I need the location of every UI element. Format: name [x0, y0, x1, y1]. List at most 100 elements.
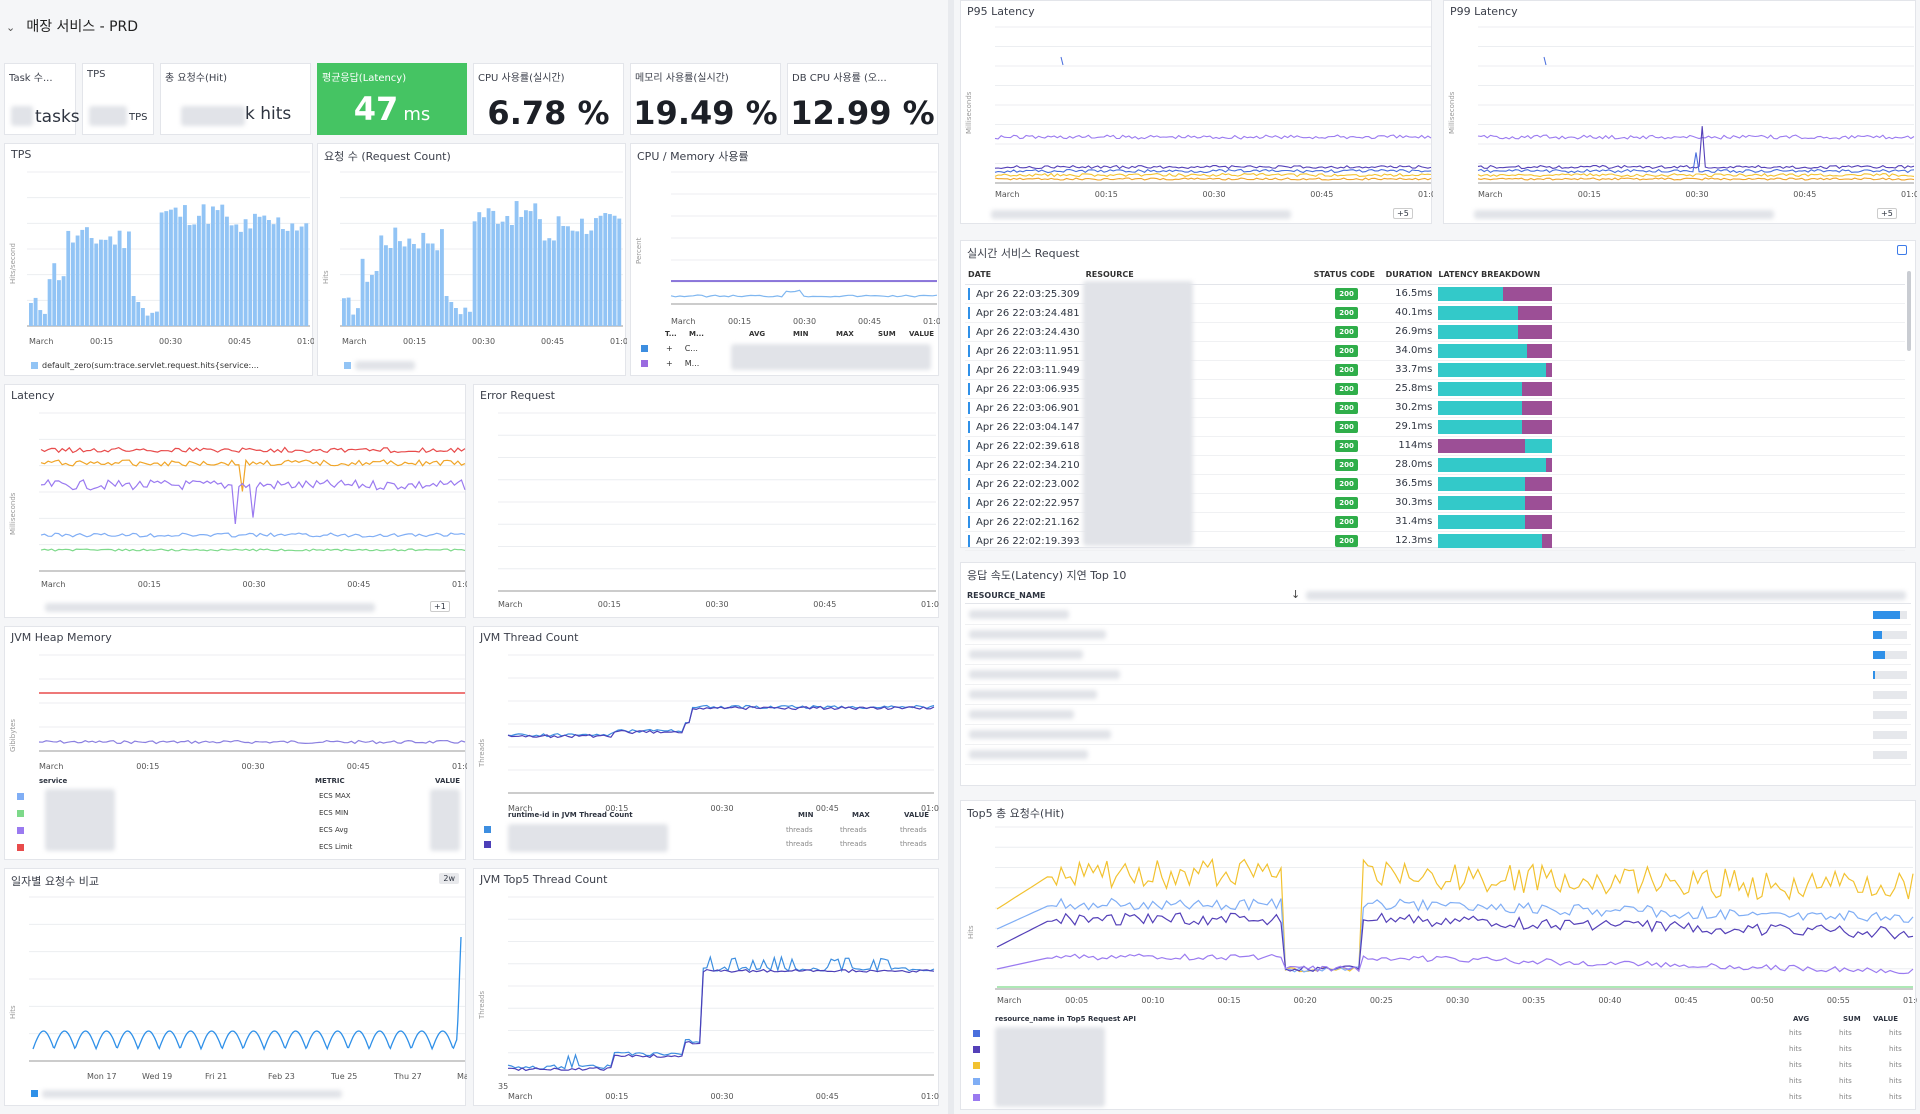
- panel-top5-hits[interactable]: Top5 총 요청수(Hit) Hits March 00:05 00:10 00:1…: [960, 800, 1917, 1110]
- qv-latency[interactable]: 평균응답(Latency) 47 ms: [317, 63, 467, 135]
- jvm-thread-chart[interactable]: Threads March 00:15 00:30 00:45 01:0: [474, 647, 940, 822]
- legend-row[interactable]: ECS MAX: [17, 792, 351, 801]
- legend-row[interactable]: [484, 840, 495, 849]
- list-item[interactable]: [965, 605, 1911, 625]
- legend-more-button[interactable]: +5: [1877, 208, 1897, 219]
- table-row[interactable]: Apr 26 22:03:24.481 200 40.1ms: [965, 303, 1905, 322]
- panel-realtime-request[interactable]: 실시간 서비스 Request DATE RESOURCE STATUS COD…: [960, 240, 1916, 551]
- series-line: [40, 458, 466, 492]
- legend-row[interactable]: hits hits hits: [973, 1077, 1902, 1086]
- legend-row[interactable]: + M...: [641, 359, 699, 368]
- list-item[interactable]: [965, 745, 1911, 765]
- table-row[interactable]: Apr 26 22:02:19.393 200 12.3ms: [965, 531, 1905, 550]
- panel-error-request[interactable]: Error Request March 00:15 00:30 00:45 01:0: [473, 384, 939, 618]
- panel-jvm-top5-thread[interactable]: JVM Top5 Thread Count Threads 35 March 00…: [473, 868, 939, 1106]
- dashboard-group-header[interactable]: ⌄ 매장 서비스 - PRD: [6, 16, 138, 38]
- sort-arrow-icon[interactable]: ↓: [1291, 588, 1301, 601]
- list-item[interactable]: [965, 705, 1911, 725]
- scrollbar[interactable]: [1907, 271, 1911, 351]
- qv-tps[interactable]: TPS TPS: [82, 63, 154, 135]
- col-duration[interactable]: DURATION: [1382, 265, 1436, 285]
- legend-more-button[interactable]: +5: [1393, 208, 1413, 219]
- panel-request-count[interactable]: 요청 수 (Request Count) Hits March 00:15 00:3…: [317, 143, 627, 376]
- legend-item[interactable]: [344, 361, 415, 370]
- legend-row[interactable]: [484, 825, 495, 834]
- cpu-memory-chart[interactable]: Percent March 00:15 00:30 00:45 01:0: [631, 164, 940, 329]
- table-row[interactable]: Apr 26 22:03:06.901 200 30.2ms: [965, 398, 1905, 417]
- p95-latency-chart[interactable]: Milliseconds March 00:15 00:30 00:45 01:0: [961, 19, 1433, 204]
- col-status-code[interactable]: STATUS CODE: [1310, 265, 1383, 285]
- legend-plus-icon[interactable]: +: [666, 359, 673, 368]
- legend-row[interactable]: hits hits hits: [973, 1061, 1902, 1070]
- col-date[interactable]: DATE: [965, 265, 1083, 285]
- table-row[interactable]: Apr 26 22:02:22.957 200 30.3ms: [965, 493, 1905, 512]
- legend-item[interactable]: default_zero(sum:trace.servlet.request.h…: [31, 361, 259, 370]
- latency-chart[interactable]: Milliseconds March 00:15 00:30 00:45 01:0: [5, 405, 467, 595]
- panel-latency-top10[interactable]: 응답 속도(Latency) 지연 Top 10 RESOURCE_NAME ↓: [960, 562, 1916, 786]
- panel-p99-latency[interactable]: P99 Latency Milliseconds March 00:15 00:30…: [1443, 0, 1917, 224]
- panel-cpu-memory[interactable]: CPU / Memory 사용률 Percent March 00:15 00:30…: [630, 143, 940, 376]
- list-item[interactable]: [965, 685, 1911, 705]
- legend-plus-icon[interactable]: +: [666, 344, 673, 353]
- calendar-icon[interactable]: [1897, 245, 1907, 255]
- table-row[interactable]: Apr 26 22:02:34.210 200 28.0ms: [965, 455, 1905, 474]
- panel-jvm-heap[interactable]: JVM Heap Memory Gibibytes March 00:15 00:3…: [4, 626, 467, 860]
- panel-tps[interactable]: TPS Hits/second March 00:15 00:30 00:45 01:0…: [4, 143, 314, 376]
- list-item[interactable]: [965, 645, 1911, 665]
- legend-row[interactable]: hits hits hits: [973, 1093, 1902, 1102]
- qv-cpu[interactable]: CPU 사용률(실시간) 6.78 %: [473, 63, 624, 135]
- legend-row[interactable]: ECS Avg: [17, 826, 348, 835]
- col-resource-name[interactable]: RESOURCE_NAME: [967, 591, 1046, 600]
- x-tick-label: 01:0: [1903, 996, 1917, 1005]
- qv-hits[interactable]: 총 요청수(Hit) k hits: [160, 63, 311, 135]
- table-row[interactable]: Apr 26 22:03:06.935 200 25.8ms: [965, 379, 1905, 398]
- qv-memory[interactable]: 메모리 사용률(실시간) 19.49 %: [630, 63, 781, 135]
- chevron-down-icon[interactable]: ⌄: [6, 21, 16, 34]
- cell-duration: 16.5ms: [1395, 288, 1433, 299]
- panel-latency[interactable]: Latency Milliseconds March 00:15 00:30 00:4…: [4, 384, 467, 618]
- legend-row[interactable]: hits hits hits: [973, 1045, 1902, 1054]
- daily-requests-chart[interactable]: Hits Mon 17 Wed 19 Fri 21 Feb 23 Tue 25 Thu 2…: [5, 889, 467, 1089]
- breakdown-bar: [1438, 305, 1553, 320]
- bar: [99, 239, 103, 326]
- legend-row[interactable]: ECS MIN: [17, 809, 348, 818]
- legend-item[interactable]: [31, 1089, 342, 1098]
- list-item[interactable]: [965, 665, 1911, 685]
- p99-latency-chart[interactable]: Milliseconds March 00:15 00:30 00:45 01:0: [1444, 19, 1917, 204]
- legend-row[interactable]: hits hits hits: [973, 1029, 1902, 1038]
- col-latency-breakdown[interactable]: LATENCY BREAKDOWN: [1435, 265, 1905, 285]
- table-row[interactable]: Apr 26 22:02:23.002 200 36.5ms: [965, 474, 1905, 493]
- table-row[interactable]: Apr 26 22:03:11.949 200 33.7ms: [965, 360, 1905, 379]
- qv-task-count[interactable]: Task 수... tasks: [4, 63, 80, 135]
- table-row[interactable]: Apr 26 22:02:21.162 200 31.4ms: [965, 512, 1905, 531]
- panel-jvm-thread[interactable]: JVM Thread Count Threads March 00:15 00:30…: [473, 626, 939, 860]
- table-row[interactable]: Apr 26 22:03:04.147 200 29.1ms: [965, 417, 1905, 436]
- col-resource[interactable]: RESOURCE: [1082, 265, 1311, 285]
- list-item[interactable]: [965, 625, 1911, 645]
- jvm-top5-thread-chart[interactable]: Threads 35 March 00:15 00:30 00:45 01:0: [474, 889, 940, 1104]
- bar: [257, 216, 262, 326]
- x-tick-label: 00:45: [347, 762, 370, 771]
- table-row[interactable]: Apr 26 22:02:39.618 200 114ms: [965, 436, 1905, 455]
- realtime-table[interactable]: DATE RESOURCE STATUS CODE DURATION LATEN…: [965, 265, 1905, 551]
- panel-p95-latency[interactable]: P95 Latency Milliseconds March 00:15 00:30…: [960, 0, 1433, 224]
- legend-row[interactable]: ECS Limit: [17, 843, 352, 852]
- qv-label: 메모리 사용률(실시간): [635, 73, 729, 84]
- qv-unit: tasks: [35, 107, 80, 127]
- legend-more-button[interactable]: +1: [430, 601, 450, 612]
- error-request-chart[interactable]: March 00:15 00:30 00:45 01:0: [474, 405, 940, 615]
- table-row[interactable]: Apr 26 22:03:24.430 200 26.9ms: [965, 322, 1905, 341]
- bar: [552, 240, 556, 326]
- time-badge[interactable]: 2w: [439, 873, 459, 884]
- tps-chart[interactable]: Hits/second March 00:15 00:30 00:45 01:0: [5, 164, 314, 364]
- table-row[interactable]: Apr 26 22:03:25.309 200 16.5ms: [965, 284, 1905, 303]
- list-item[interactable]: [965, 725, 1911, 745]
- top5-hits-chart[interactable]: Hits March 00:05 00:10 00:15 00:20 00:25 00:30…: [961, 819, 1917, 1009]
- panel-daily-requests[interactable]: 일자별 요청수 비교 2w Hits Mon 17 Wed 19 Fri 21 Feb…: [4, 868, 467, 1106]
- jvm-heap-chart[interactable]: Gibibytes March 00:15 00:30 00:45 01:0: [5, 647, 467, 787]
- legend-row[interactable]: + C...: [641, 344, 698, 353]
- request-count-chart[interactable]: Hits March 00:15 00:30 00:45 01:0: [318, 164, 627, 364]
- qv-db-cpu[interactable]: DB CPU 사용률 (오... 12.99 %: [787, 63, 938, 135]
- table-row[interactable]: Apr 26 22:03:11.951 200 34.0ms: [965, 341, 1905, 360]
- bar: [360, 258, 365, 326]
